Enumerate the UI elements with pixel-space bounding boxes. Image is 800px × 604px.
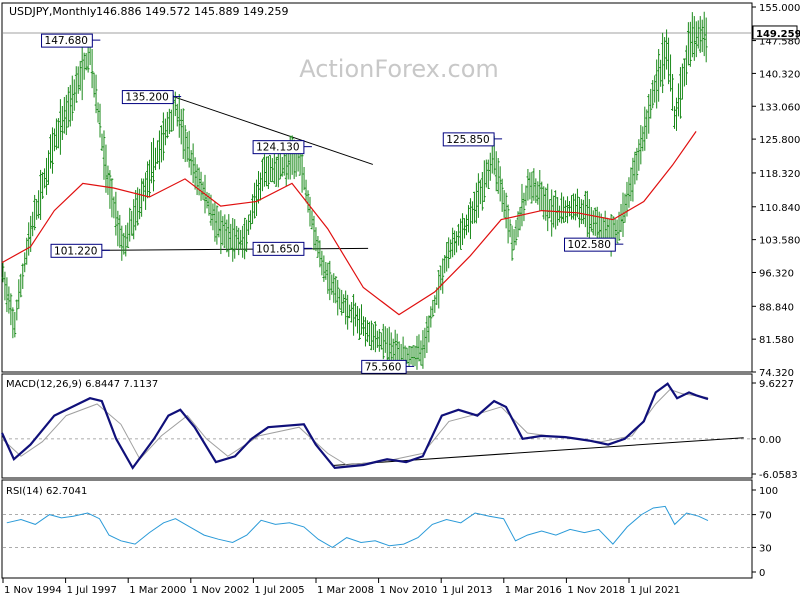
annotation-label: 102.580	[568, 239, 611, 251]
time-tick-label: 1 Jul 2013	[442, 585, 492, 596]
macd-panel: MACD(12,26,9) 6.8447 7.1137 9.6227 0.00 -6…	[0, 373, 798, 481]
annotation-box	[121, 90, 174, 105]
rsi-panel: RSI(14) 62.7041 100 70 30 0	[1, 479, 778, 579]
rsi-tick-label: 70	[759, 511, 772, 522]
rsi-line	[6, 505, 709, 548]
price-tick-label: 133.060	[759, 102, 800, 113]
macd-line	[0, 382, 709, 470]
time-tick-label: 1 Nov 2010	[380, 585, 438, 596]
price-tick-label: 96.320	[759, 268, 794, 279]
price-tick-label: 74.320	[759, 368, 794, 379]
moving-average-line	[1, 131, 697, 316]
rsi-tick-label: 0	[759, 568, 765, 579]
chart-header: USDJPY,Monthly 146.886 149.572 145.889 1…	[9, 5, 288, 18]
price-tick-label: 103.580	[759, 236, 800, 247]
rsi-tick-label: 30	[759, 543, 772, 554]
price-axis: 155.000 147.580 140.320 133.060 125.800 118.3…	[752, 3, 800, 379]
annotation-label: 125.850	[446, 134, 489, 146]
time-tick-label: 1 Mar 2008	[317, 585, 374, 596]
macd-signal-line	[1, 388, 709, 466]
annotation-box	[252, 241, 305, 256]
macd-tick-label: 0.00	[759, 435, 781, 446]
price-tick-label: 125.800	[759, 135, 800, 146]
macd-tick-label: -6.0583	[759, 470, 798, 481]
annotation-box	[361, 359, 407, 374]
annotation-label: 101.650	[256, 243, 299, 255]
time-tick-label: 1 Nov 2002	[192, 585, 250, 596]
resistance-trendline	[172, 96, 374, 165]
price-tick-label: 155.000	[759, 3, 800, 14]
rsi-tick-label: 100	[759, 486, 778, 497]
annotation-box	[50, 243, 103, 258]
annotation-label: 124.130	[256, 142, 299, 154]
annotation-label: 147.680	[45, 35, 88, 47]
time-tick-label: 1 Mar 2016	[505, 585, 562, 596]
annotation-box	[442, 132, 495, 147]
annotation-label: 75.560	[365, 361, 402, 373]
macd-tick-label: 9.6227	[759, 379, 794, 390]
price-panel: ActionForex.com 147.680 135.200 124.130 101…	[1, 2, 800, 379]
current-price-box	[752, 25, 798, 40]
current-price-label: 149.259	[756, 29, 800, 40]
time-tick-label: 1 Jul 2005	[254, 585, 304, 596]
price-tick-label: 88.840	[759, 302, 794, 313]
macd-title: MACD(12,26,9) 6.8447 7.1137	[6, 379, 158, 390]
annotation-box	[252, 140, 305, 155]
rsi-title: RSI(14) 62.7041	[6, 486, 87, 497]
watermark: ActionForex.com	[299, 55, 499, 83]
time-tick-label: 1 Nov 1994	[4, 585, 62, 596]
annotation-label: 101.220	[54, 245, 97, 257]
time-tick-label: 1 Jul 1997	[67, 585, 117, 596]
price-tick-label: 110.840	[759, 203, 800, 214]
price-annotations: 147.680 135.200 124.130 101.220 101.650 75.56…	[41, 33, 624, 374]
rsi-panel-border	[1, 479, 753, 579]
rsi-axis: 100 70 30 0	[752, 486, 778, 579]
time-tick-label: 1 Jul 2021	[630, 585, 680, 596]
annotation-label: 135.200	[125, 92, 168, 104]
symbol-title: USDJPY,Monthly	[9, 5, 97, 18]
rsi-grid	[3, 514, 752, 548]
price-tick-label: 140.320	[759, 69, 800, 80]
annotation-box	[41, 33, 93, 48]
time-tick-label: 1 Mar 2000	[129, 585, 186, 596]
macd-axis: 9.6227 0.00 -6.0583	[752, 379, 798, 481]
price-tick-label: 147.580	[759, 37, 800, 48]
price-tick-label: 118.320	[759, 169, 800, 180]
time-axis: 1 Nov 1994 1 Jul 1997 1 Mar 2000 1 Nov 2002…	[2, 578, 680, 596]
annotation-box	[564, 237, 616, 252]
ohlc-readout: 146.886 149.572 145.889 149.259	[96, 5, 288, 18]
price-tick-label: 81.580	[759, 335, 794, 346]
time-tick-label: 1 Nov 2018	[567, 585, 625, 596]
